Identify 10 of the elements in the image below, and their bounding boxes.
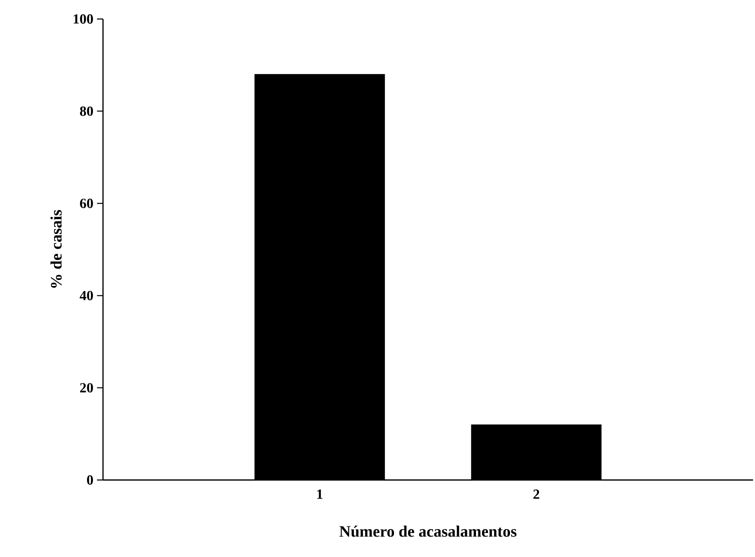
x-axis-title: Número de acasalamentos: [339, 526, 516, 537]
y-tick-label: 100: [74, 14, 93, 24]
y-tick-label: 0: [87, 475, 93, 485]
y-tick-label: 20: [80, 383, 93, 392]
y-tick-label: 40: [80, 290, 93, 300]
y-tick-label: 80: [80, 106, 93, 116]
x-tick-label: 1: [317, 489, 322, 499]
y-axis-title: % de casais: [50, 210, 62, 288]
x-tick-label: 2: [533, 490, 540, 499]
y-tick-label: 60: [80, 198, 93, 208]
